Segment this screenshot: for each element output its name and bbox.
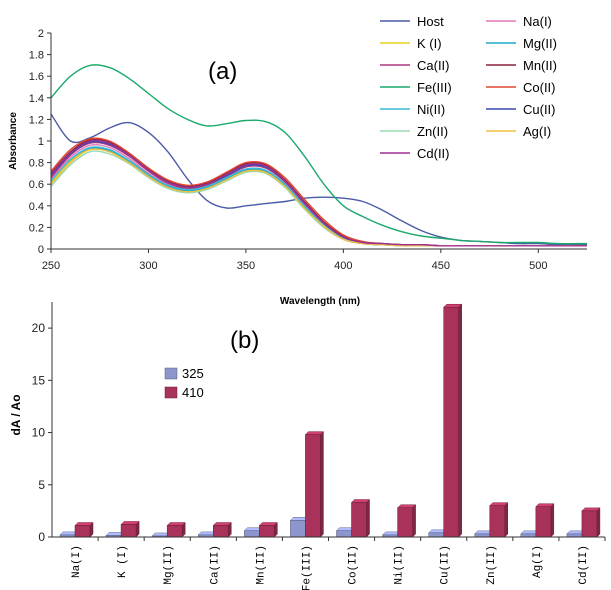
panel-a-series-lines [50,64,588,247]
legend-swatch [164,367,178,380]
x-tick-label: 350 [237,260,255,272]
x-tick-label: Ca(II) [209,545,221,585]
y-tick-label: 1.2 [29,114,44,126]
panel-a-legend: Host Na(I) K (I) Mg(II) Ca(II) Mn(II) Fe(III) C… [380,14,557,161]
x-tick-label: 400 [334,260,352,272]
panel-a-y-axis-title: Absorbance [8,112,19,170]
legend-label: Ni(II) [417,102,445,117]
y-tick-label: 0.2 [29,222,44,234]
legend-label: Mn(II) [523,58,557,73]
y-tick-label: 0.4 [29,201,44,213]
x-tick-label: Co(II) [348,545,360,585]
y-tick-label: 20 [32,321,46,335]
x-tick-label: Cu(II) [440,545,452,585]
x-tick-label: 500 [529,260,547,272]
panel-a-x-axis-title: Wavelength (nm) [280,296,360,307]
series-line [50,139,587,247]
y-tick-label: 1.6 [29,71,44,83]
x-tick-label: Mn(II) [255,545,267,585]
panel-b-y-axis-title: dA / Ao [9,394,23,435]
bar [443,303,463,538]
legend-swatch [164,386,178,399]
bar [74,521,94,538]
x-tick-label: Zn(II) [486,545,498,585]
legend-label: 410 [182,385,204,400]
legend-label: Ag(I) [523,124,551,139]
bar [535,503,555,538]
series-line [50,146,587,247]
series-line [50,113,588,246]
y-tick-label: 0.8 [29,158,44,170]
y-tick-label: 0.6 [29,179,44,191]
legend-label: Na(I) [523,14,552,29]
y-tick-label: 10 [32,426,46,440]
bar [350,498,371,538]
x-tick-label: Fe(III) [301,545,313,590]
x-tick-label: Ag(I) [532,545,544,578]
y-tick-label: 1.8 [29,50,44,62]
legend-label: 325 [182,366,204,381]
series-line [50,137,587,247]
x-tick-label: 450 [432,260,450,272]
x-tick-label: Mg(II) [163,545,175,585]
legend-label: Co(II) [523,80,556,95]
bar [258,521,278,538]
series-line [50,141,587,247]
legend-label: Host [417,14,444,29]
bar [581,507,601,538]
series-line [50,64,588,245]
bar [489,502,509,538]
series-line [50,143,587,247]
bar [166,521,186,538]
panel-b-x-ticks: Na(I) K (I) Mg(II) Ca(II) Mn(II) Fe(III) Co(II… [71,537,606,590]
x-tick-label: Ni(II) [394,545,406,585]
y-tick-label: 1 [38,136,44,148]
panel-b-label: (b) [230,327,259,354]
x-tick-label: K (I) [117,545,129,578]
legend-label: Mg(II) [523,36,557,51]
panel-b-bars [59,303,601,538]
panel-a-y-ticks: 0 0.2 0.4 0.6 0.8 1 1.2 1.4 1.6 1.8 2 [29,28,51,256]
x-tick-label: Cd(II) [578,545,590,585]
legend-label: Cd(II) [417,146,450,161]
panel-b-y-ticks: 0 5 10 15 20 [32,321,52,544]
bar [304,431,325,538]
y-tick-label: 2 [38,28,44,40]
panel-b-bar-chart: 0 5 10 15 20 Na(I) K (I) Mg(II) Ca(II) Mn(II) Fe(… [9,302,606,590]
series-line [50,150,587,247]
y-tick-label: 0 [38,530,45,544]
y-tick-label: 15 [32,373,46,387]
x-tick-label: 300 [139,260,157,272]
bar [212,521,232,538]
legend-label: Zn(II) [417,124,448,139]
x-tick-label: Na(I) [71,545,83,578]
legend-label: Fe(III) [417,80,452,95]
legend-label: K (I) [417,36,442,51]
legend-label: Cu(II) [523,102,556,117]
legend-label: Ca(II) [417,58,450,73]
panel-a-label: (a) [208,58,237,85]
panel-a-line-chart: 0 0.2 0.4 0.6 0.8 1 1.2 1.4 1.6 1.8 2 250 300 350 400… [8,14,588,307]
y-tick-label: 5 [38,478,45,492]
x-tick-label: 250 [42,260,60,272]
y-tick-label: 0 [38,244,44,256]
bar [396,504,417,538]
panel-a-x-ticks: 250 300 350 400 450 500 [42,249,547,272]
y-tick-label: 1.4 [29,93,44,105]
bar [120,520,140,538]
